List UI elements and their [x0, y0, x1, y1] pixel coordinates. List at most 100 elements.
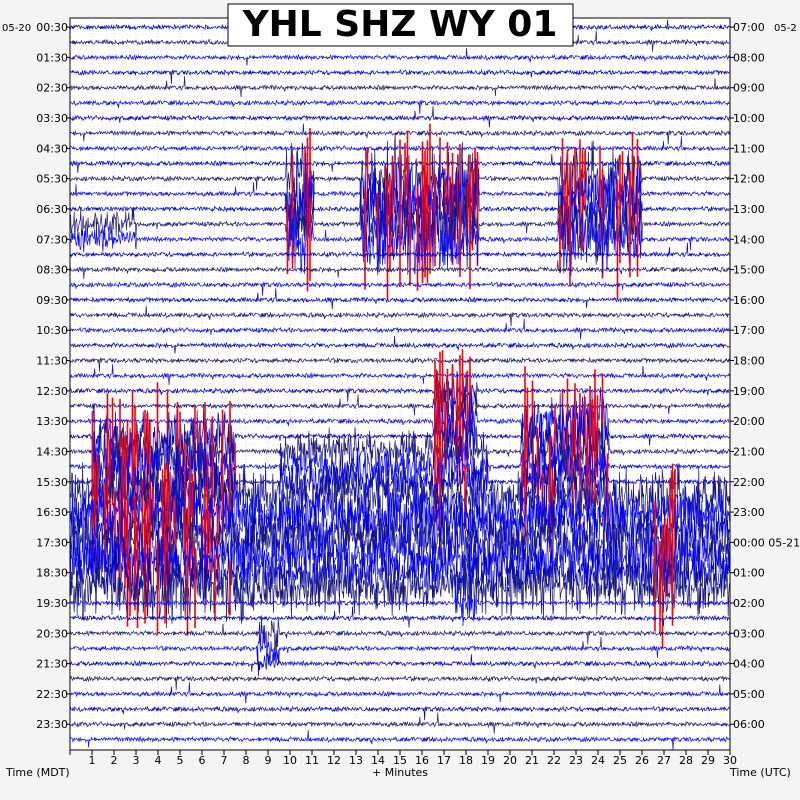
right-tick-label: 00:00 05-21 [733, 536, 800, 549]
left-tick-label: 23:30 [36, 718, 68, 731]
trace-23 [69, 364, 730, 386]
right-tick-label: 05:00 [733, 688, 765, 701]
left-axis-title: Time (MDT) [5, 766, 70, 779]
right-tick-label: 01:00 [733, 567, 765, 580]
x-tick-label: 30 [723, 754, 737, 767]
trace-5 [69, 99, 730, 115]
left-tick-label: 01:30 [36, 51, 68, 64]
trace-41 [69, 625, 730, 666]
left-tick-label: 19:30 [36, 597, 68, 610]
left-tick-label: 12:30 [36, 385, 68, 398]
right-date-label: 05-2 [774, 23, 797, 34]
right-tick-label: 20:00 [733, 415, 765, 428]
x-tick-label: 9 [265, 754, 272, 767]
x-tick-label: 24 [591, 754, 605, 767]
trace-17 [69, 281, 730, 296]
left-date-label: 05-20 [2, 23, 31, 34]
right-tick-label: 08:00 [733, 51, 765, 64]
x-axis-title: + Minutes [372, 766, 428, 779]
trace-7 [69, 123, 730, 145]
right-tick-label: 04:00 [733, 658, 765, 671]
x-tick-label: 22 [547, 754, 561, 767]
x-tick-label: 12 [327, 754, 341, 767]
x-tick-label: 7 [221, 754, 228, 767]
right-tick-label: 16:00 [733, 294, 765, 307]
x-tick-label: 14 [371, 754, 385, 767]
right-tick-label: 22:00 [733, 476, 765, 489]
trace-45 [69, 705, 730, 721]
x-tick-label: 3 [133, 754, 140, 767]
chart-title: YHL SHZ WY 01 [242, 4, 558, 45]
right-tick-label: 11:00 [733, 142, 765, 155]
left-tick-label: 08:30 [36, 264, 68, 277]
x-tick-label: 6 [199, 754, 206, 767]
left-tick-label: 04:30 [36, 142, 68, 155]
right-tick-label: 02:00 [733, 597, 765, 610]
right-tick-label: 23:00 [733, 506, 765, 519]
right-tick-label: 06:00 [733, 718, 765, 731]
trace-4 [69, 76, 730, 98]
left-tick-label: 00:30 [36, 21, 68, 34]
left-tick-label: 17:30 [36, 536, 68, 549]
left-tick-label: 18:30 [36, 567, 68, 580]
trace-35 [69, 519, 730, 593]
left-tick-label: 16:30 [36, 506, 68, 519]
trace-16 [69, 260, 730, 279]
trace-6 [69, 106, 730, 128]
trace-22 [69, 356, 730, 372]
trace-18 [69, 288, 730, 310]
x-tick-label: 11 [305, 754, 319, 767]
trace-21 [69, 335, 730, 354]
right-tick-label: 09:00 [733, 82, 765, 95]
left-tick-label: 06:30 [36, 203, 68, 216]
title-box [227, 3, 574, 47]
right-tick-label: 07:00 [733, 21, 765, 34]
trace-15 [69, 242, 730, 260]
left-tick-label: 11:30 [36, 355, 68, 368]
right-tick-label: 18:00 [733, 355, 765, 368]
right-tick-label: 14:00 [733, 233, 765, 246]
x-tick-label: 27 [657, 754, 671, 767]
trace-32 [69, 475, 730, 551]
x-tick-label: 26 [635, 754, 649, 767]
trace-40 [69, 615, 730, 654]
trace-44 [69, 682, 730, 704]
left-tick-label: 21:30 [36, 658, 68, 671]
left-tick-label: 10:30 [36, 324, 68, 337]
trace-25 [69, 380, 730, 433]
x-tick-label: 4 [155, 754, 162, 767]
left-tick-label: 09:30 [36, 294, 68, 307]
minute-grid [70, 18, 730, 750]
left-tick-label: 20:30 [36, 627, 68, 640]
trace-38 [69, 578, 730, 627]
trace-42 [69, 646, 730, 677]
x-tick-label: 16 [415, 754, 429, 767]
axis-ticks [66, 26, 734, 755]
left-tick-label: 05:30 [36, 173, 68, 186]
right-tick-label: 03:00 [733, 627, 765, 640]
trace-46 [69, 712, 730, 734]
right-tick-label: 12:00 [733, 173, 765, 186]
trace-29 [69, 431, 730, 502]
trace-39 [69, 606, 730, 628]
x-tick-label: 29 [701, 754, 715, 767]
right-axis-title: Time (UTC) [729, 766, 791, 779]
trace-47 [69, 729, 730, 751]
right-tick-label: 15:00 [733, 264, 765, 277]
right-tick-label: 19:00 [733, 385, 765, 398]
x-tick-label: 25 [613, 754, 627, 767]
left-tick-label: 02:30 [36, 82, 68, 95]
x-tick-label: 28 [679, 754, 693, 767]
seismic-traces [69, 18, 730, 751]
trace-37 [69, 551, 730, 629]
x-tick-label: 20 [503, 754, 517, 767]
left-tick-label: 14:30 [36, 445, 68, 458]
left-tick-label: 03:30 [36, 112, 68, 125]
right-tick-label: 10:00 [733, 112, 765, 125]
x-tick-label: 2 [111, 754, 118, 767]
x-tick-label: 8 [243, 754, 250, 767]
x-tick-label: 21 [525, 754, 539, 767]
x-tick-label: 13 [349, 754, 363, 767]
x-tick-label: 18 [459, 754, 473, 767]
x-tick-label: 10 [283, 754, 297, 767]
